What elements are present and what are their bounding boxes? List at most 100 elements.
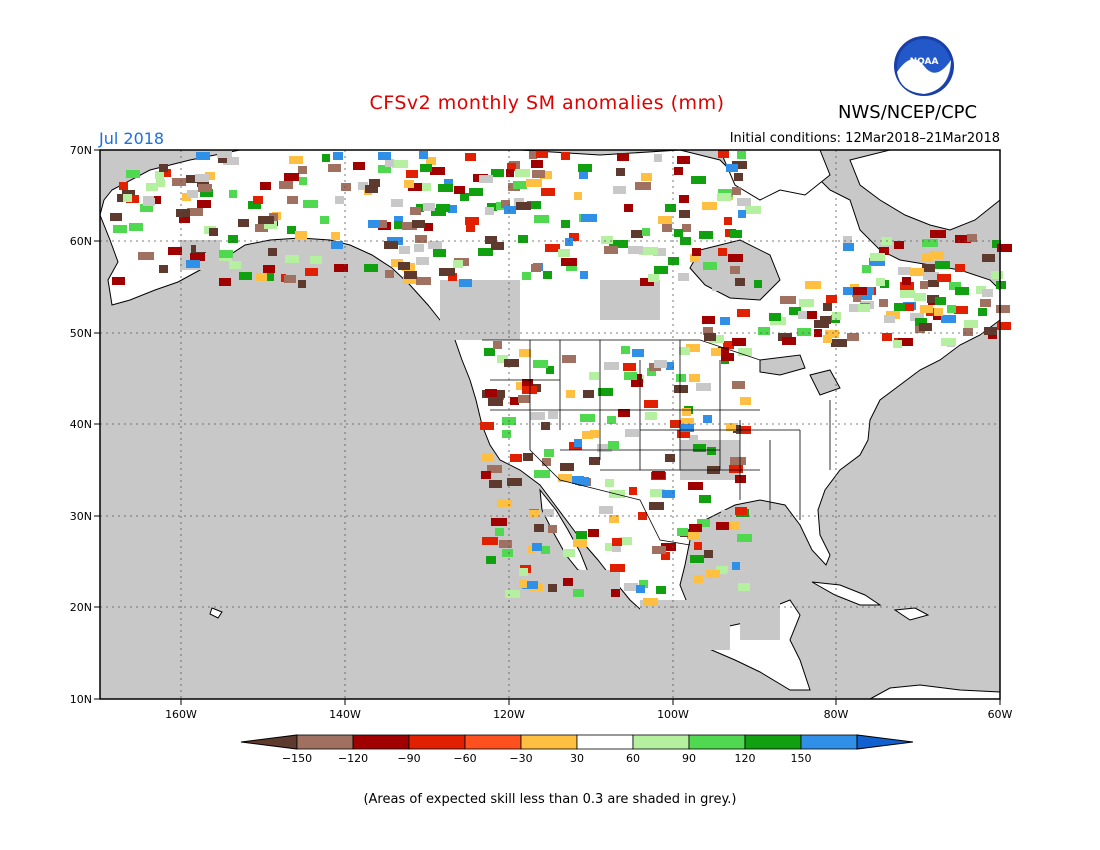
anomaly-cell: [536, 150, 548, 158]
anomaly-cell: [516, 382, 525, 390]
anomaly-cell: [256, 273, 267, 281]
anomaly-cell: [289, 156, 303, 164]
anomaly-cell: [825, 330, 839, 338]
anomaly-cell: [661, 552, 670, 560]
anomaly-cell: [126, 195, 139, 203]
colorbar-tick-label: 120: [735, 752, 756, 765]
anomaly-cell: [682, 224, 691, 232]
anomaly-cell: [335, 196, 344, 204]
anomaly-cell: [720, 317, 730, 325]
anomaly-cell: [733, 425, 741, 433]
anomaly-cell: [898, 267, 911, 275]
anomaly-cell: [419, 151, 428, 159]
borders: [482, 339, 831, 546]
anomaly-cell: [716, 522, 730, 530]
anomaly-cell: [486, 556, 496, 564]
anomaly-cell: [645, 412, 657, 420]
anomaly-cell: [162, 169, 171, 177]
anomaly-cell: [629, 487, 637, 495]
anomaly-cell: [635, 182, 651, 190]
colorbar-swatch: [800, 734, 858, 750]
anomaly-cell: [138, 252, 154, 260]
anomaly-cell: [187, 208, 203, 216]
anomaly-cell: [619, 240, 628, 248]
anomaly-cell: [531, 264, 541, 272]
anomaly-cell: [534, 470, 550, 478]
anomaly-cell: [574, 192, 582, 200]
anomaly-cell: [491, 518, 507, 526]
anomaly-cell: [497, 355, 508, 363]
anomaly-cell: [732, 562, 740, 570]
anomaly-cell: [605, 543, 616, 551]
anomaly-cell: [522, 379, 533, 387]
anomaly-cell: [647, 368, 656, 376]
anomaly-cell: [712, 283, 727, 291]
noaa-logo: NOAA: [894, 36, 954, 96]
anomaly-cell: [721, 353, 734, 361]
anomaly-cell: [284, 275, 296, 283]
anomaly-cell: [938, 240, 947, 248]
anomaly-cell: [976, 286, 986, 294]
anomaly-cell: [676, 374, 686, 382]
anomaly-cell: [196, 152, 210, 160]
anomaly-cell: [679, 210, 690, 218]
anomaly-cell: [590, 430, 599, 438]
colorbar-swatch: [296, 734, 354, 750]
anomaly-cell: [618, 409, 630, 417]
colorbar-tick-label: −120: [338, 752, 368, 765]
anomaly-cell: [358, 182, 368, 190]
anomaly-cell: [662, 224, 672, 232]
anomaly-cell: [652, 471, 665, 479]
colorbar-tick-label: 90: [682, 752, 696, 765]
anomaly-cell: [540, 171, 552, 179]
anomaly-cell: [155, 171, 164, 179]
anomaly-cell: [283, 250, 298, 258]
anomaly-cell: [416, 277, 431, 285]
anomaly-cell: [328, 164, 341, 172]
anomaly-cell: [823, 335, 832, 343]
anomaly-cell: [285, 255, 299, 263]
anomaly-cell: [843, 243, 854, 251]
colorbar-tick-label: −30: [509, 752, 532, 765]
anomaly-cell: [168, 247, 182, 255]
forecast-month-label: Jul 2018: [99, 129, 165, 148]
anomaly-cell: [331, 241, 343, 249]
colorbar-tick-label: 150: [791, 752, 812, 765]
anomaly-cell: [858, 304, 870, 312]
anomaly-cell: [692, 248, 701, 256]
anomaly-cell: [853, 287, 867, 295]
anomaly-cell: [448, 273, 457, 281]
anomaly-cell: [689, 374, 700, 382]
anomaly-cell: [159, 164, 168, 172]
anomaly-cell: [519, 349, 531, 357]
anomaly-cell: [597, 444, 612, 452]
anomaly-cell: [849, 304, 861, 312]
anomaly-cell: [699, 231, 713, 239]
anomaly-cell: [732, 187, 741, 195]
anomaly-cell: [902, 277, 911, 285]
anomaly-cell: [598, 388, 613, 396]
anomaly-cell: [541, 188, 555, 196]
anomaly-cell: [320, 216, 329, 224]
anomaly-cell: [333, 152, 343, 160]
anomaly-cell: [704, 333, 716, 341]
anomaly-cell: [964, 320, 978, 328]
anomaly-cell: [410, 207, 421, 215]
anomaly-cell: [217, 150, 232, 158]
anomaly-cell: [439, 268, 455, 276]
anomaly-cell: [558, 249, 570, 257]
anomaly-cell: [814, 329, 822, 337]
anomaly-cell: [519, 580, 527, 588]
anomaly-cell: [151, 196, 161, 204]
anomaly-cell: [726, 423, 736, 431]
lon-label: 120W: [493, 708, 525, 721]
anomaly-cell: [704, 550, 713, 558]
anomaly-cell: [322, 154, 330, 162]
anomaly-cell: [730, 457, 746, 465]
anomaly-cell: [645, 247, 658, 255]
anomaly-cell: [905, 303, 914, 311]
anomaly-cell: [426, 157, 436, 165]
anomaly-cell: [113, 225, 127, 233]
anomaly-cell: [693, 444, 706, 452]
anomaly-cell: [453, 260, 463, 268]
